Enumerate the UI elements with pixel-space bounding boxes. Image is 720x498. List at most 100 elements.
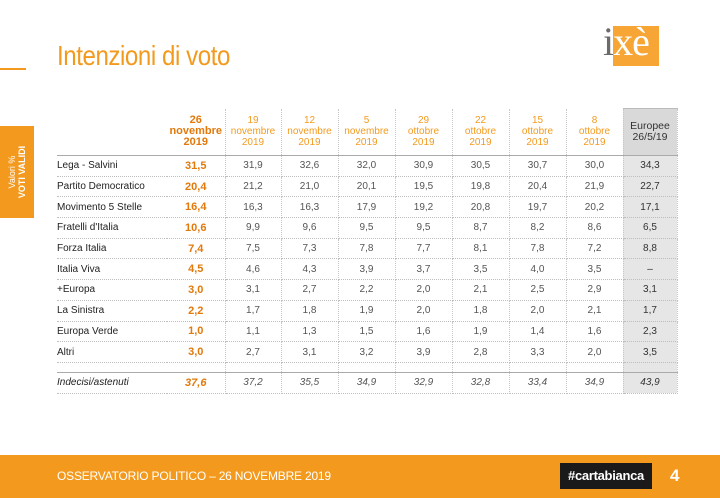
value-cell: 3,5 <box>566 258 624 281</box>
value-cell: 16,4 <box>167 196 226 219</box>
value-cell: 3,7 <box>395 258 453 281</box>
value-cell: 4,0 <box>509 258 567 281</box>
table-row: Fratelli d'Italia 10,6 9,9 9,6 9,5 9,5 8,7 8,2 8… <box>57 217 678 239</box>
value-cell: 1,3 <box>281 321 339 343</box>
value-cell: 3,0 <box>167 279 226 301</box>
value-cell: 2,5 <box>509 279 567 301</box>
value-cell: 2,0 <box>395 300 453 322</box>
table-row: Forza Italia 7,4 7,5 7,3 7,8 7,7 8,1 7,8 7,2 8,8 <box>57 238 678 260</box>
value-cell: 1,4 <box>509 321 567 343</box>
value-cell: 1,5 <box>338 321 396 343</box>
value-cell: 9,6 <box>281 217 339 239</box>
value-cell: 3,1 <box>623 279 678 301</box>
value-cell: 2,1 <box>566 300 624 322</box>
table-row: Movimento 5 Stelle 16,4 16,3 16,3 17,9 19,2 20… <box>57 196 678 219</box>
value-cell: 19,8 <box>452 176 510 198</box>
value-cell: 35,5 <box>281 371 339 394</box>
value-cell: 1,7 <box>225 300 282 322</box>
value-cell: 20,8 <box>452 196 510 219</box>
value-cell: 21,0 <box>281 176 339 198</box>
value-cell: 16,3 <box>281 196 339 219</box>
value-cell: 30,5 <box>452 155 510 177</box>
party-name: Movimento 5 Stelle <box>57 196 167 219</box>
value-cell: 20,4 <box>509 176 567 198</box>
value-cell: 34,3 <box>623 155 678 177</box>
value-cell: 34,9 <box>338 371 396 394</box>
value-cell: 1,8 <box>452 300 510 322</box>
footer-text: OSSERVATORIO POLITICO – 26 NOVEMBRE 2019 <box>57 469 331 483</box>
party-name: Lega - Salvini <box>57 155 167 177</box>
value-cell: 7,7 <box>395 238 453 260</box>
column-header-2: 12 novembre 2019 <box>281 108 339 156</box>
table-header-row: 26 novembre 2019 19 novembre 2019 12 novembre 20… <box>57 108 678 156</box>
value-cell: 4,6 <box>225 258 282 281</box>
value-cell: 22,7 <box>623 176 678 198</box>
value-cell: 2,7 <box>281 279 339 301</box>
value-cell: 1,6 <box>395 321 453 343</box>
value-cell: 1,0 <box>167 321 226 343</box>
value-cell: 9,5 <box>338 217 396 239</box>
value-cell: 2,1 <box>452 279 510 301</box>
value-cell: 1,7 <box>623 300 678 322</box>
value-cell: 2,3 <box>623 321 678 343</box>
value-cell: 8,6 <box>566 217 624 239</box>
party-name: Altri <box>57 341 167 363</box>
value-cell: 32,9 <box>395 371 453 394</box>
value-cell: 3,0 <box>167 341 226 363</box>
value-cell: 3,2 <box>338 341 396 363</box>
value-cell: 2,0 <box>566 341 624 363</box>
party-name: Indecisi/astenuti <box>57 371 167 394</box>
value-cell: 30,0 <box>566 155 624 177</box>
column-header-1: 19 novembre 2019 <box>225 108 282 156</box>
value-cell: – <box>623 258 678 281</box>
value-cell: 2,8 <box>452 341 510 363</box>
value-cell: 8,7 <box>452 217 510 239</box>
title-accent-line <box>0 68 26 70</box>
ixe-logo: ixè <box>601 19 661 70</box>
value-cell: 17,9 <box>338 196 396 219</box>
value-cell: 17,1 <box>623 196 678 219</box>
party-name: Partito Democratico <box>57 176 167 198</box>
party-name: Fratelli d'Italia <box>57 217 167 239</box>
column-header-4: 29 ottobre 2019 <box>395 108 453 156</box>
party-name: Europa Verde <box>57 321 167 343</box>
party-name: La Sinistra <box>57 300 167 322</box>
value-cell: 4,3 <box>281 258 339 281</box>
party-name: +Europa <box>57 279 167 301</box>
logo-box <box>613 26 659 66</box>
value-cell: 31,9 <box>225 155 282 177</box>
value-cell: 19,7 <box>509 196 567 219</box>
voting-intentions-table: 26 novembre 2019 19 novembre 2019 12 novembre 20… <box>57 108 678 394</box>
value-cell: 3,3 <box>509 341 567 363</box>
value-cell: 32,8 <box>452 371 510 394</box>
value-cell: 8,8 <box>623 238 678 260</box>
column-header-8: Europee 26/5/19 <box>623 108 678 156</box>
value-cell: 10,6 <box>167 217 226 239</box>
table-row: Europa Verde 1,0 1,1 1,3 1,5 1,6 1,9 1,4 1,6 2,3 <box>57 321 678 343</box>
party-name: Forza Italia <box>57 238 167 260</box>
value-cell: 9,9 <box>225 217 282 239</box>
value-cell: 2,2 <box>338 279 396 301</box>
value-cell: 20,1 <box>338 176 396 198</box>
cartabianca-logo: #cartabianca <box>560 463 652 489</box>
side-tab: Valori % VOTI VALIDI <box>0 126 34 218</box>
value-cell: 4,5 <box>167 258 226 281</box>
value-cell: 33,4 <box>509 371 567 394</box>
value-cell: 32,6 <box>281 155 339 177</box>
value-cell: 37,2 <box>225 371 282 394</box>
side-tab-label: Valori % VOTI VALIDI <box>7 145 27 199</box>
value-cell: 2,2 <box>167 300 226 322</box>
value-cell: 1,9 <box>338 300 396 322</box>
value-cell: 43,9 <box>623 371 678 394</box>
value-cell: 30,9 <box>395 155 453 177</box>
value-cell: 20,4 <box>167 176 226 198</box>
table-row: Lega - Salvini 31,5 31,9 32,6 32,0 30,9 30,5 30… <box>57 155 678 177</box>
value-cell: 30,7 <box>509 155 567 177</box>
logo-text: ixè <box>603 19 650 64</box>
value-cell: 7,5 <box>225 238 282 260</box>
value-cell: 2,0 <box>509 300 567 322</box>
value-cell: 8,2 <box>509 217 567 239</box>
page-title: Intenzioni di voto <box>57 40 230 71</box>
value-cell: 2,7 <box>225 341 282 363</box>
value-cell: 1,6 <box>566 321 624 343</box>
